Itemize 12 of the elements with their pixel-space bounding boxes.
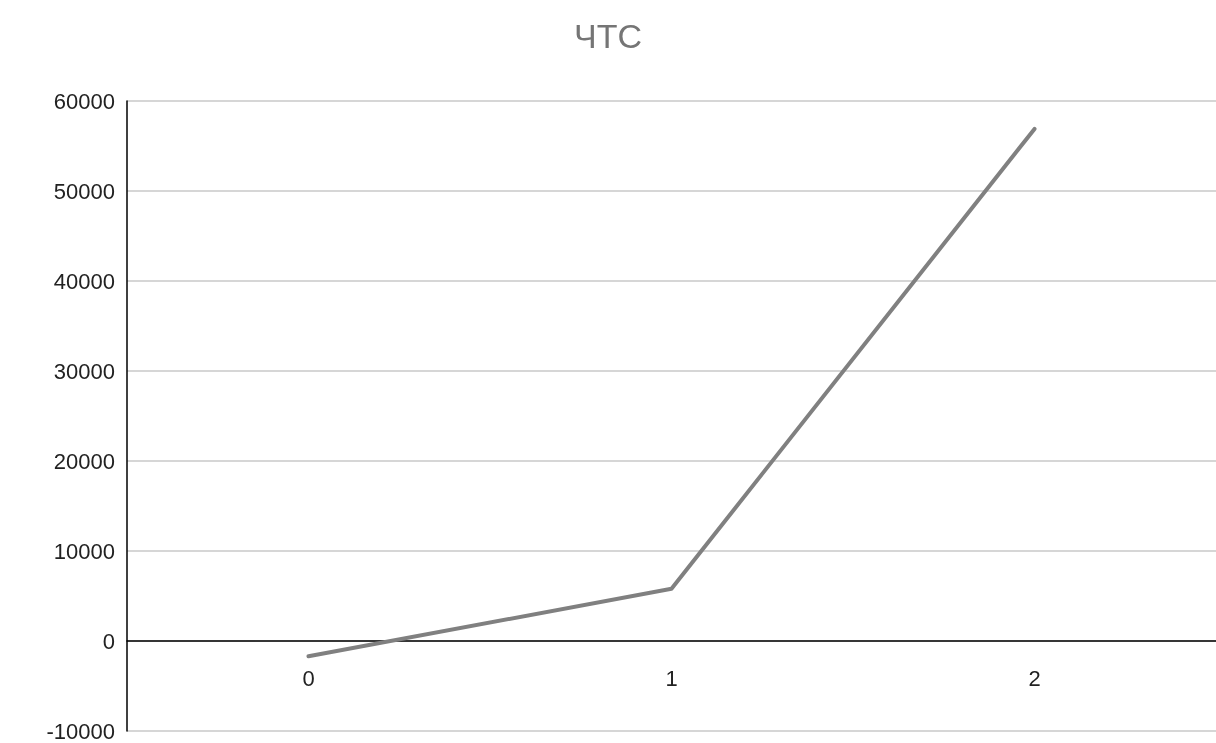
- y-tick-label: -10000: [46, 718, 115, 743]
- x-tick-label: 2: [1028, 665, 1041, 691]
- y-tick-label: 30000: [53, 358, 115, 384]
- chart-title: ЧТС: [574, 17, 642, 55]
- y-tick-label: 40000: [53, 268, 115, 294]
- y-tick-label: 20000: [53, 448, 115, 474]
- x-tick-label: 1: [665, 665, 678, 691]
- y-tick-label: 0: [102, 628, 115, 654]
- y-tick-label: 60000: [53, 88, 115, 114]
- y-tick-label: 10000: [53, 538, 115, 564]
- y-tick-label: 50000: [53, 178, 115, 204]
- x-tick-label: 0: [302, 665, 315, 691]
